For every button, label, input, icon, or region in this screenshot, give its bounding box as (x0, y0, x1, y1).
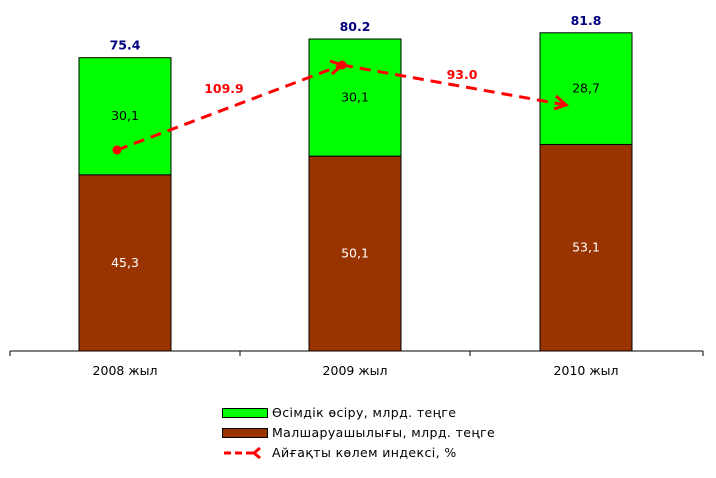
bar-crops (308, 38, 402, 157)
chart-canvas: 45,3 30,1 75.4 2008 жыл 50,1 30,1 80.2 2009 жыл… (9, 13, 704, 378)
index-arrow-head (553, 94, 569, 111)
x-tick-label: 2009 жыл (323, 363, 388, 378)
index-label: 93.0 (447, 67, 478, 82)
data-label-livestock: 45,3 (111, 255, 139, 270)
data-label-crops: 28,7 (572, 81, 600, 96)
index-line-layer: 109.9 93.0 (112, 59, 569, 155)
x-tick-label: 2008 жыл (93, 363, 158, 378)
legend-label-crops: Өсімдік өсіру, млрд. теңге (272, 405, 457, 420)
legend-swatch-livestock (222, 428, 268, 438)
x-tick-label: 2010 жыл (554, 363, 619, 378)
index-arrow-head (329, 59, 345, 76)
total-label: 75.4 (110, 38, 141, 53)
legend-label-livestock: Малшаруашылығы, млрд. теңге (272, 425, 496, 440)
total-label: 80.2 (340, 19, 371, 34)
legend-swatch-crops (222, 408, 268, 418)
bar-crops (78, 57, 172, 176)
data-label-livestock: 50,1 (341, 246, 369, 261)
legend-swatch-index (224, 446, 261, 460)
total-label: 81.8 (571, 13, 602, 28)
data-label-crops: 30,1 (341, 90, 369, 105)
index-line-segment (116, 63, 343, 152)
data-label-livestock: 53,1 (572, 240, 600, 255)
data-label-crops: 30,1 (111, 108, 139, 123)
index-point (112, 145, 122, 155)
bar-livestock (78, 174, 172, 352)
bars-group: 45,3 30,1 75.4 2008 жыл 50,1 30,1 80.2 2009 жыл… (9, 13, 704, 378)
index-label: 109.9 (204, 81, 244, 96)
index-line-segment (341, 63, 567, 107)
legend-label-index: Айғақты көлем индексі, % (272, 445, 457, 460)
bar-crops (539, 32, 633, 145)
